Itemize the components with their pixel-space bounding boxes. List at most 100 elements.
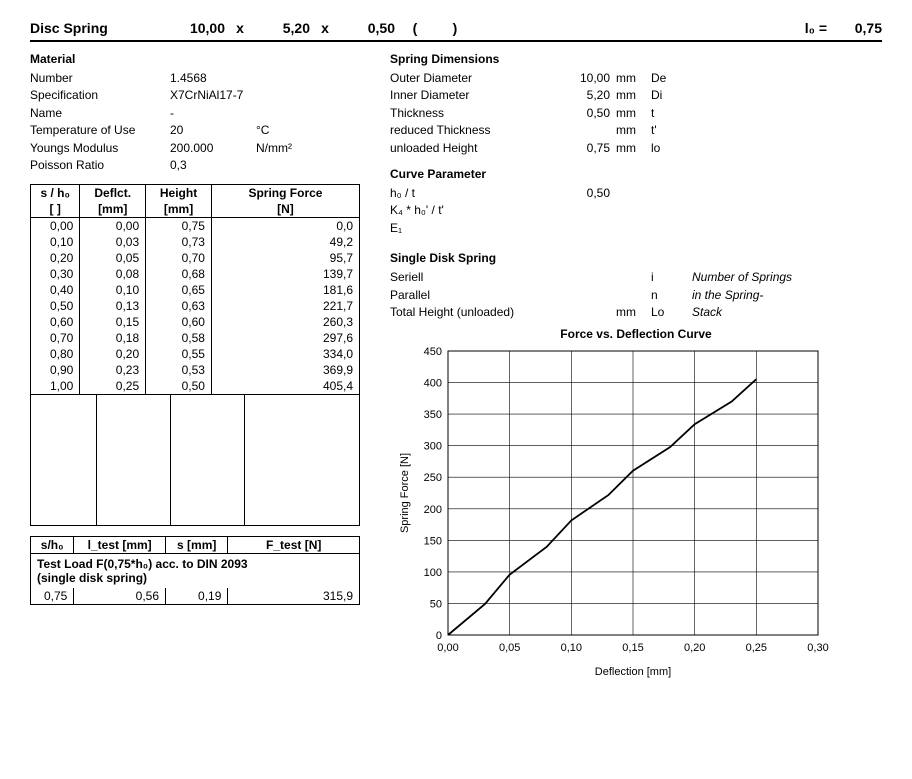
dim-value: 10,00 [530,70,610,87]
dim-label: reduced Thickness [390,122,530,139]
material-label: Youngs Modulus [30,140,170,157]
test-cell: 0,75 [31,588,74,605]
header-lp: ( [395,20,435,36]
table-row: 0,100,030,7349,2 [31,234,360,250]
sd-unit [610,287,651,304]
table-row: 0,200,050,7095,7 [31,250,360,266]
svg-text:50: 50 [430,599,442,611]
table-row: 0,600,150,60260,3 [31,314,360,330]
table-row: 0,900,230,53369,9 [31,362,360,378]
svg-text:200: 200 [424,504,442,516]
header-d1: 10,00 [170,20,225,36]
dim-value: 0,50 [530,105,610,122]
material-label: Name [30,105,170,122]
material-value: X7CrNiAl17-7 [170,87,250,104]
header-d3: 0,50 [340,20,395,36]
table-row: 0,300,080,68139,7 [31,266,360,282]
material-label: Specification [30,87,170,104]
sd-value [560,287,610,304]
dim-symbol: Di [651,87,686,104]
material-unit [250,87,306,104]
svg-text:100: 100 [424,567,442,579]
table-header-unit: [mm] [80,201,146,218]
dim-symbol: t' [651,122,686,139]
header-x1: x [225,20,255,36]
table-header-unit: [ ] [31,201,80,218]
material-unit: °C [250,122,306,139]
material-unit [250,105,306,122]
header-d2: 5,20 [255,20,310,36]
svg-text:0,10: 0,10 [561,642,582,654]
test-caption1: Test Load F(0,75*h₀) acc. to DIN 2093 [31,554,360,572]
dim-unit: mm [610,70,651,87]
test-header: s/h₀ [31,537,74,554]
table-row: 0,500,130,63221,7 [31,298,360,314]
sd-value [560,304,610,321]
table-header: Height [146,185,212,202]
sd-unit [610,269,651,286]
svg-text:0,30: 0,30 [807,642,828,654]
curve-param-block: h₀ / t0,50K₄ * h₀' / t'E₁ [390,185,882,237]
dim-symbol: lo [651,140,686,157]
dim-label: Outer Diameter [390,70,530,87]
material-unit: N/mm² [250,140,306,157]
sd-note: Number of Springs [686,269,792,286]
test-cell: 315,9 [228,588,360,605]
svg-text:400: 400 [424,378,442,390]
test-header: s [mm] [166,537,228,554]
svg-text:300: 300 [424,441,442,453]
svg-text:0,20: 0,20 [684,642,705,654]
header-lo-val: 0,75 [827,20,882,36]
test-header: l_test [mm] [74,537,166,554]
dim-label: Inner Diameter [390,87,530,104]
material-value: 1.4568 [170,70,250,87]
svg-text:0,05: 0,05 [499,642,520,654]
svg-text:Spring Force [N]: Spring Force [N] [399,453,411,533]
deflection-table-empty [30,395,360,526]
dim-value: 0,75 [530,140,610,157]
material-label: Number [30,70,170,87]
curve-param-title: Curve Parameter [390,167,882,181]
svg-text:0,00: 0,00 [437,642,458,654]
svg-text:250: 250 [424,473,442,485]
sd-label: Parallel [390,287,560,304]
dim-label: Thickness [390,105,530,122]
dim-unit: mm [610,105,651,122]
dim-value: 5,20 [530,87,610,104]
test-cell: 0,19 [166,588,228,605]
dim-unit: mm [610,122,651,139]
sd-symbol: n [651,287,686,304]
svg-text:450: 450 [424,346,442,358]
table-row: 1,000,250,50405,4 [31,378,360,395]
single-disk-title: Single Disk Spring [390,251,882,265]
sd-note: Stack [686,304,722,321]
sd-symbol: Lo [651,304,686,321]
table-header-unit: [N] [211,201,359,218]
header-lo-label: l₀ = [772,20,827,36]
table-header: Spring Force [211,185,359,202]
sd-note: in the Spring- [686,287,763,304]
sd-symbol: i [651,269,686,286]
svg-text:0,15: 0,15 [622,642,643,654]
dimensions-title: Spring Dimensions [390,52,882,66]
test-load-table: Test Load F(0,75*h₀) acc. to DIN 2093 (s… [30,536,360,605]
header: Disc Spring 10,00 x 5,20 x 0,50 ( ) l₀ =… [30,20,882,42]
svg-text:150: 150 [424,536,442,548]
header-x2: x [310,20,340,36]
dim-unit: mm [610,87,651,104]
dim-symbol: t [651,105,686,122]
material-block: Number1.4568SpecificationX7CrNiAl17-7Nam… [30,70,360,174]
cp-label: h₀ / t [390,185,530,202]
material-unit [250,70,306,87]
dim-label: unloaded Height [390,140,530,157]
table-row: 0,800,200,55334,0 [31,346,360,362]
test-header: F_test [N] [228,537,360,554]
table-row: 0,700,180,58297,6 [31,330,360,346]
svg-text:350: 350 [424,409,442,421]
material-value: 200.000 [170,140,250,157]
table-row: 0,400,100,65181,6 [31,282,360,298]
dimensions-block: Outer Diameter10,00mmDeInner Diameter5,2… [390,70,882,157]
sd-label: Total Height (unloaded) [390,304,560,321]
force-deflection-chart: 0,000,050,100,150,200,250,30050100150200… [390,343,830,683]
deflection-table: s / h₀Deflct.HeightSpring Force [ ][mm][… [30,184,360,395]
